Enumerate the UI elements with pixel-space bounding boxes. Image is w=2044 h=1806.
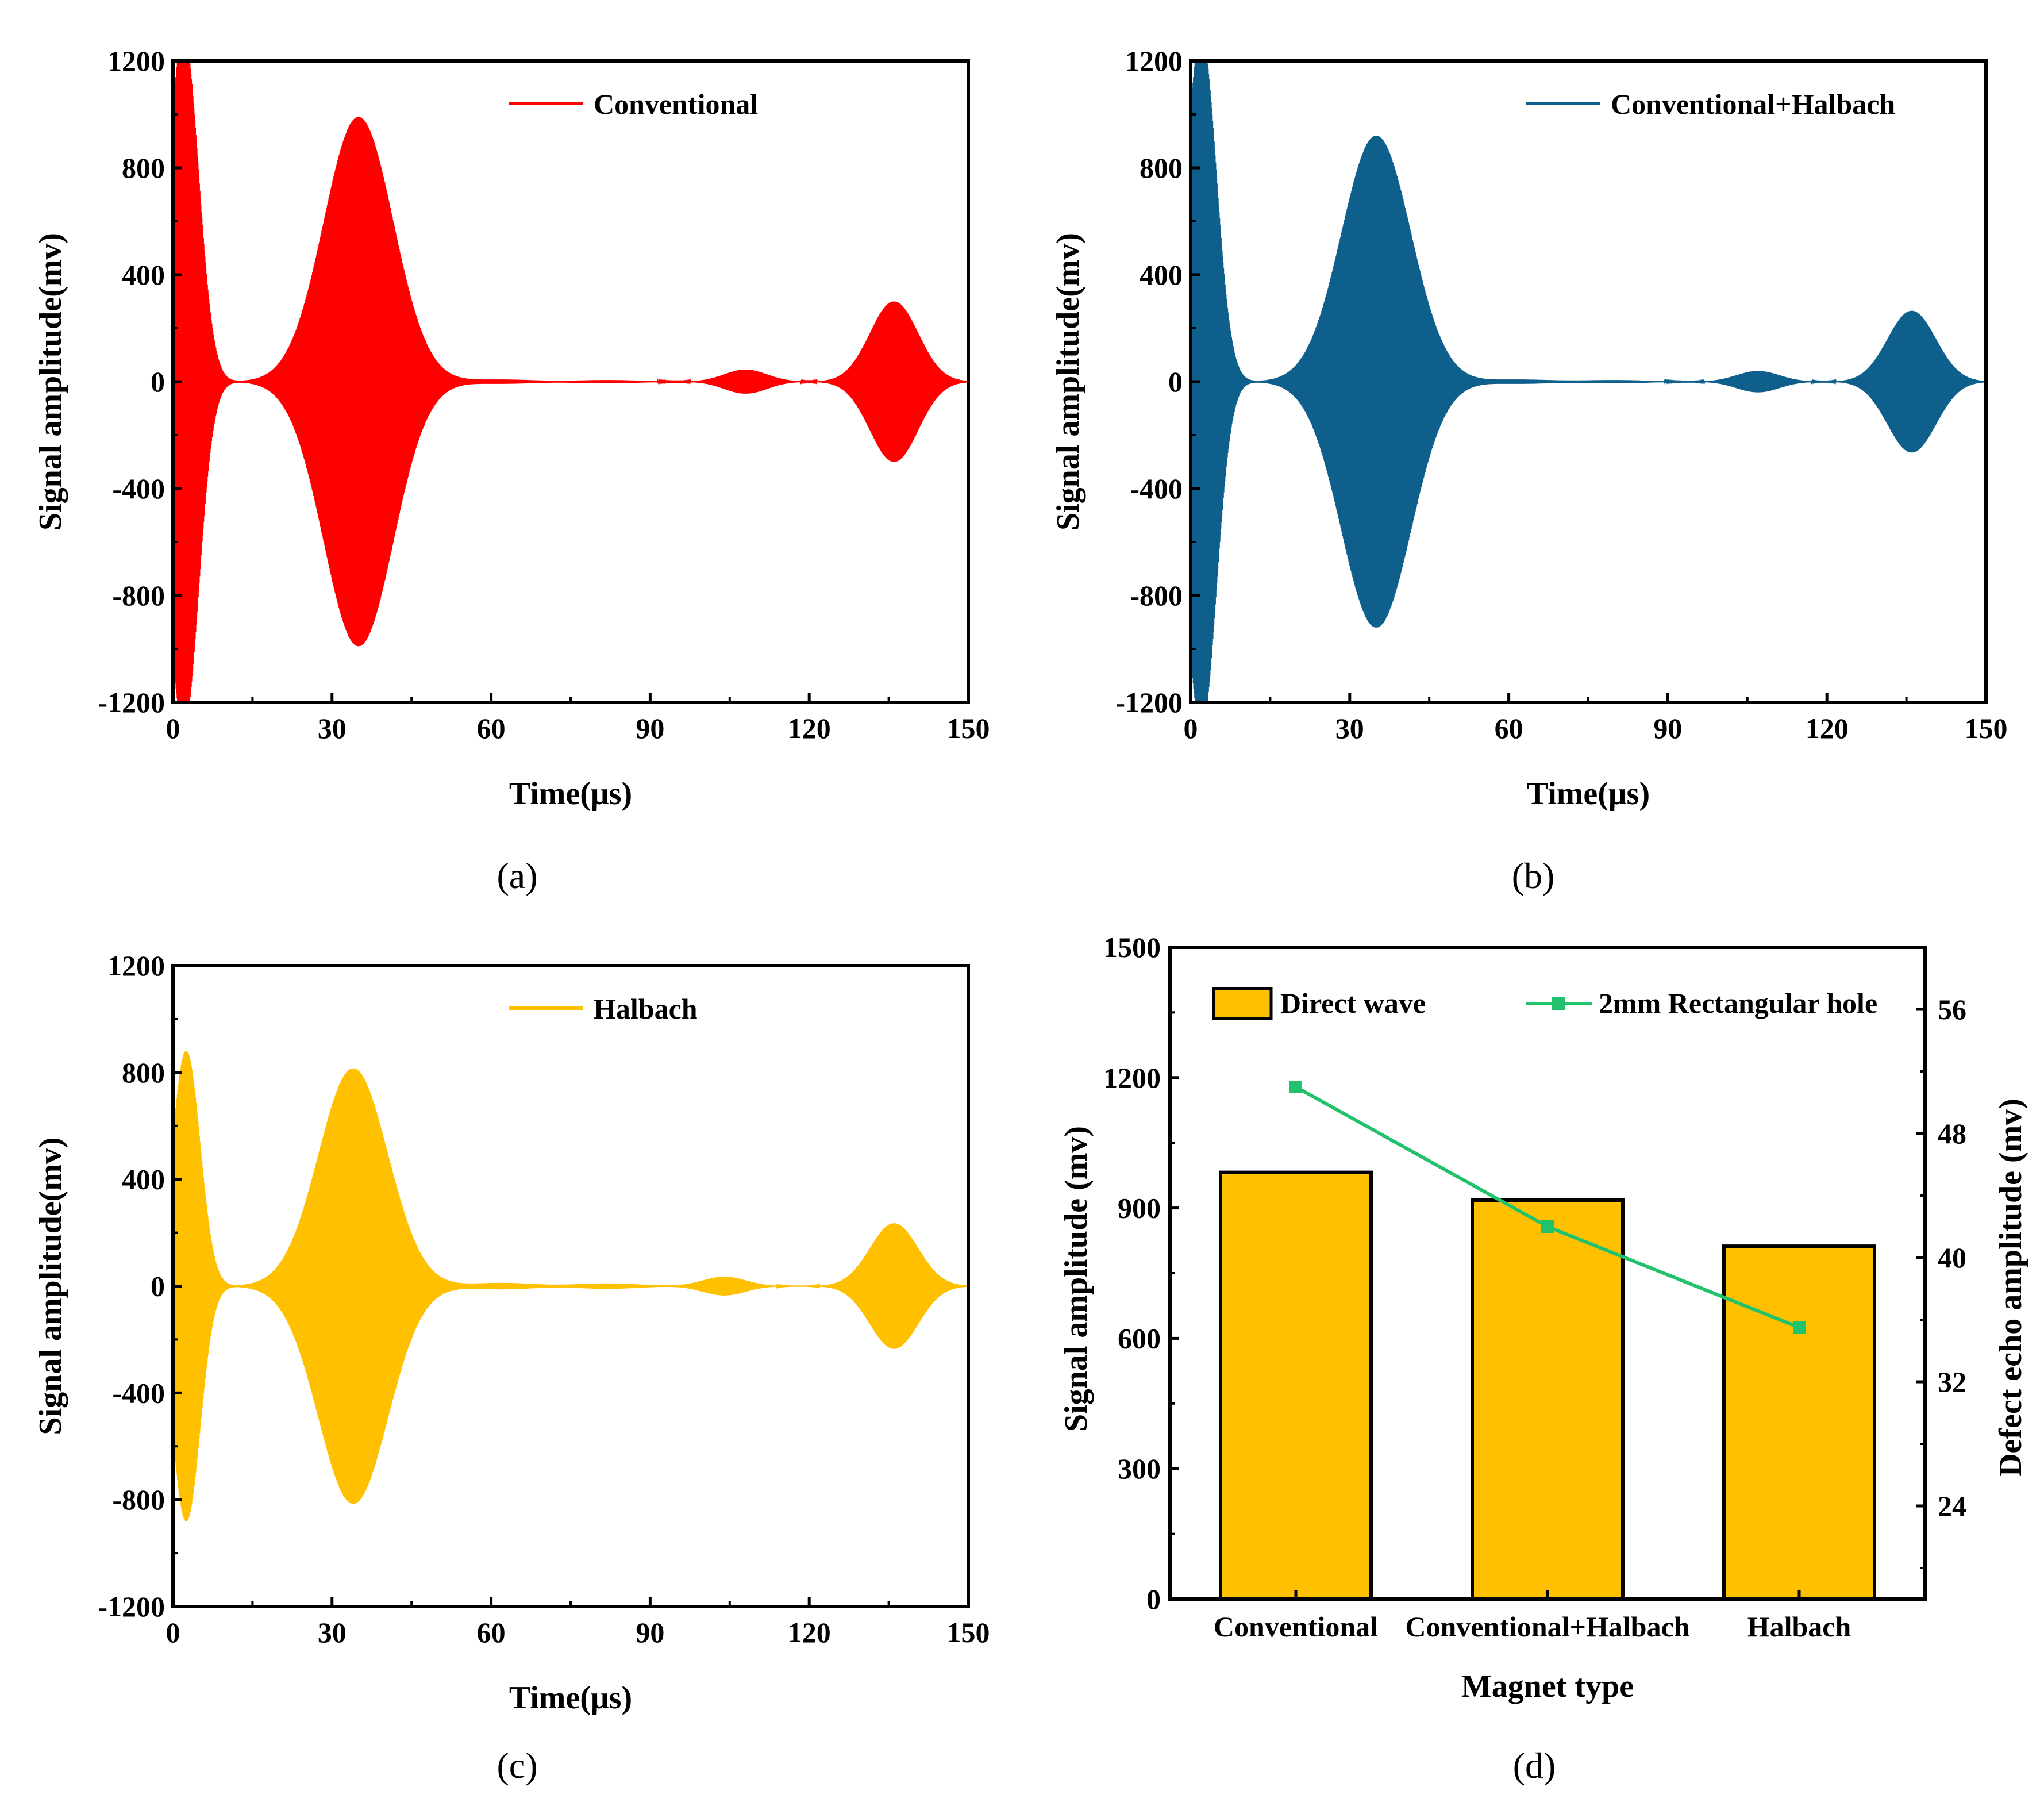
y-tick-label: 0 bbox=[1168, 366, 1183, 398]
panel-label: (b) bbox=[1512, 855, 1555, 896]
y-tick-label: -1200 bbox=[1115, 686, 1183, 718]
y-tick-label: -1200 bbox=[98, 686, 165, 718]
y-tick-label: -400 bbox=[112, 1377, 165, 1409]
x-tick-label: 60 bbox=[1495, 712, 1523, 744]
x-tick-label: 60 bbox=[477, 1616, 506, 1649]
x-tick-label: 30 bbox=[318, 1616, 347, 1649]
legend-label: Conventional+Halbach bbox=[1611, 88, 1895, 120]
x-tick-label: 150 bbox=[947, 712, 990, 744]
y-tick-label: 400 bbox=[122, 259, 165, 291]
bar-panel-d: 0 300 600 900 1200 1500 24 32 40 48 56 Conventional… bbox=[1058, 931, 2028, 1786]
x-tick-label: 90 bbox=[636, 1616, 664, 1649]
x-tick-label: 150 bbox=[1965, 712, 2008, 744]
x-tick-label: 0 bbox=[166, 712, 180, 744]
panel-label: (c) bbox=[496, 1745, 537, 1786]
x-category-label: Conventional bbox=[1214, 1611, 1378, 1643]
bar-conventional-halbach bbox=[1471, 1198, 1625, 1601]
legend-marker-rect-hole bbox=[1552, 997, 1565, 1010]
y2-axis-title: Defect echo amplitude (mv) bbox=[1993, 1098, 2028, 1477]
x-tick-label: 150 bbox=[947, 1616, 990, 1649]
legend-label: Conventional bbox=[594, 88, 758, 120]
y-tick-label: -800 bbox=[1130, 579, 1183, 612]
legend-swatch-direct-wave bbox=[1212, 987, 1273, 1020]
waveform-line bbox=[1191, 61, 1986, 702]
bar-conventional bbox=[1219, 1170, 1373, 1601]
y2-tick-label: 24 bbox=[1938, 1490, 1966, 1522]
y-tick-label: 0 bbox=[151, 1270, 165, 1302]
signal-panel-c: 0 30 60 90 120 150 -1200 -800 -400 0 400 800 1200 Tim… bbox=[33, 950, 990, 1786]
x-tick-label: 90 bbox=[1653, 712, 1682, 744]
x-tick-label: 120 bbox=[788, 1616, 831, 1649]
y-tick-label: 1200 bbox=[107, 950, 165, 982]
x-category-label: Conventional+Halbach bbox=[1405, 1611, 1689, 1643]
y-tick-label: 400 bbox=[1140, 259, 1183, 291]
y-tick-label: 800 bbox=[1140, 152, 1183, 184]
y-tick-label: -400 bbox=[1130, 472, 1183, 505]
waveform-line bbox=[173, 61, 968, 702]
bar-halbach bbox=[1722, 1244, 1876, 1601]
y-axis-title: Signal amplitude (mv) bbox=[1058, 1126, 1094, 1432]
defect-echo-point bbox=[1289, 1081, 1302, 1093]
x-category-label: Halbach bbox=[1747, 1611, 1851, 1643]
y-axis-title: Signal amplitude(mv) bbox=[33, 233, 68, 531]
y-tick-label: -1200 bbox=[98, 1590, 165, 1623]
x-tick-label: 90 bbox=[636, 712, 664, 744]
defect-echo-point bbox=[1793, 1321, 1806, 1334]
y-tick-label: 800 bbox=[122, 1056, 165, 1089]
y2-tick-label: 32 bbox=[1938, 1366, 1966, 1398]
y-tick-label: 0 bbox=[1146, 1583, 1161, 1615]
y-tick-label: 0 bbox=[151, 366, 165, 398]
waveform-line bbox=[173, 1051, 968, 1521]
y2-tick-label: 48 bbox=[1938, 1117, 1966, 1150]
y-tick-label: 1200 bbox=[107, 45, 165, 77]
x-tick-label: 30 bbox=[1335, 712, 1364, 744]
y-tick-label: 1200 bbox=[1125, 45, 1183, 77]
y-tick-label: 800 bbox=[122, 152, 165, 184]
x-tick-label: 0 bbox=[166, 1616, 180, 1649]
x-tick-label: 30 bbox=[318, 712, 347, 744]
y-tick-label: -400 bbox=[112, 472, 165, 505]
defect-echo-point bbox=[1541, 1220, 1554, 1233]
y-axis-title: Signal amplitude(mv) bbox=[33, 1137, 68, 1435]
y-axis-title: Signal amplitude(mv) bbox=[1050, 233, 1086, 531]
y-tick-label: -800 bbox=[112, 579, 165, 612]
y-tick-label: 900 bbox=[1118, 1192, 1161, 1224]
x-axis-title: Magnet type bbox=[1461, 1669, 1634, 1704]
x-tick-label: 0 bbox=[1184, 712, 1198, 744]
x-tick-label: 120 bbox=[788, 712, 831, 744]
signal-panel-b: 0 30 60 90 120 150 -1200 -800 -400 0 400 800 1200 Tim… bbox=[1050, 45, 2008, 896]
legend-label: Halbach bbox=[594, 993, 698, 1025]
y-tick-label: 400 bbox=[122, 1163, 165, 1196]
x-tick-label: 120 bbox=[1806, 712, 1849, 744]
panel-label: (a) bbox=[496, 855, 537, 896]
x-tick-label: 60 bbox=[477, 712, 506, 744]
x-axis-title: Time(μs) bbox=[509, 776, 632, 812]
y-tick-label: 1500 bbox=[1103, 931, 1161, 963]
y-tick-label: 1200 bbox=[1103, 1062, 1161, 1094]
y-tick-label: 600 bbox=[1118, 1322, 1161, 1354]
signal-panel-a: 0 30 60 90 120 150 -1200 -800 -400 0 400 800 1200 Tim… bbox=[33, 45, 990, 896]
y2-tick-label: 40 bbox=[1938, 1242, 1966, 1274]
legend-label: Direct wave bbox=[1280, 987, 1426, 1019]
panel-label: (d) bbox=[1513, 1745, 1556, 1786]
x-axis-title: Time(μs) bbox=[509, 1680, 632, 1716]
y-tick-label: -800 bbox=[112, 1484, 165, 1516]
legend-label: 2mm Rectangular hole bbox=[1599, 987, 1877, 1019]
y2-tick-label: 56 bbox=[1938, 993, 1966, 1025]
y-tick-label: 300 bbox=[1118, 1453, 1161, 1485]
x-axis-title: Time(μs) bbox=[1527, 776, 1650, 812]
